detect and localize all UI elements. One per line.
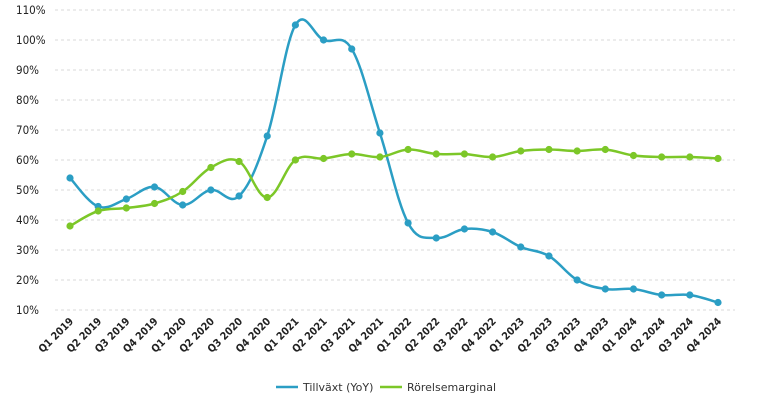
data-point bbox=[404, 219, 412, 227]
data-point bbox=[432, 150, 440, 158]
data-point bbox=[573, 147, 581, 155]
series-rorelsemarginal bbox=[66, 145, 722, 230]
data-point bbox=[94, 207, 102, 215]
data-point bbox=[235, 157, 243, 166]
data-point bbox=[376, 153, 384, 161]
series-line bbox=[68, 148, 720, 228]
data-point bbox=[658, 153, 666, 161]
series-tillvaxt bbox=[66, 18, 722, 307]
data-point bbox=[122, 204, 130, 212]
data-point bbox=[263, 193, 271, 202]
data-point bbox=[150, 183, 159, 191]
grid-lines bbox=[55, 9, 735, 311]
data-point bbox=[714, 154, 722, 163]
data-point bbox=[432, 234, 440, 242]
data-point bbox=[489, 228, 497, 236]
y-tick-label: 60% bbox=[16, 153, 39, 167]
data-point bbox=[207, 163, 215, 172]
data-point bbox=[686, 153, 694, 161]
data-point bbox=[573, 276, 581, 284]
y-axis-ticks: 10% 20% 30% 40% 50% 60% 70% 80% 90% 100% 110% bbox=[16, 3, 46, 317]
data-point bbox=[348, 150, 356, 158]
data-point bbox=[122, 195, 130, 203]
data-point bbox=[150, 199, 159, 208]
data-point bbox=[207, 186, 215, 194]
data-point bbox=[235, 192, 243, 200]
y-tick-label: 80% bbox=[16, 93, 39, 107]
data-point bbox=[658, 291, 666, 299]
data-point bbox=[545, 145, 553, 154]
legend: Tillväxt (YoY) Rörelsemarginal bbox=[276, 381, 496, 394]
data-point bbox=[545, 252, 553, 260]
y-tick-label: 30% bbox=[16, 243, 39, 257]
data-point bbox=[66, 222, 74, 230]
legend-label: Tillväxt (YoY) bbox=[302, 381, 373, 394]
legend-label: Rörelsemarginal bbox=[407, 381, 496, 394]
data-point bbox=[348, 45, 356, 53]
data-point bbox=[460, 225, 469, 233]
y-tick-label: 70% bbox=[16, 123, 39, 137]
data-point bbox=[66, 174, 74, 182]
data-point bbox=[404, 145, 412, 154]
data-point bbox=[714, 298, 722, 307]
data-point bbox=[629, 285, 638, 293]
y-tick-label: 10% bbox=[16, 303, 39, 317]
data-point bbox=[179, 187, 187, 196]
data-point bbox=[629, 151, 638, 160]
y-tick-label: 100% bbox=[16, 33, 46, 47]
y-tick-label: 50% bbox=[16, 183, 39, 197]
y-tick-label: 110% bbox=[16, 3, 46, 17]
series-lines bbox=[66, 18, 722, 307]
data-point bbox=[319, 36, 328, 44]
data-point bbox=[489, 153, 497, 161]
data-point bbox=[179, 201, 187, 209]
data-point bbox=[376, 129, 384, 137]
series-line bbox=[68, 18, 720, 304]
data-point bbox=[601, 145, 609, 154]
data-point bbox=[291, 21, 299, 29]
y-tick-label: 90% bbox=[16, 63, 39, 77]
data-point bbox=[601, 285, 609, 293]
data-point bbox=[686, 291, 694, 299]
data-point bbox=[291, 156, 299, 164]
data-point bbox=[517, 243, 525, 251]
data-point bbox=[460, 150, 469, 158]
data-point bbox=[263, 132, 271, 140]
data-point bbox=[319, 154, 328, 163]
data-point bbox=[517, 147, 525, 155]
y-tick-label: 40% bbox=[16, 213, 39, 227]
y-tick-label: 20% bbox=[16, 273, 39, 287]
